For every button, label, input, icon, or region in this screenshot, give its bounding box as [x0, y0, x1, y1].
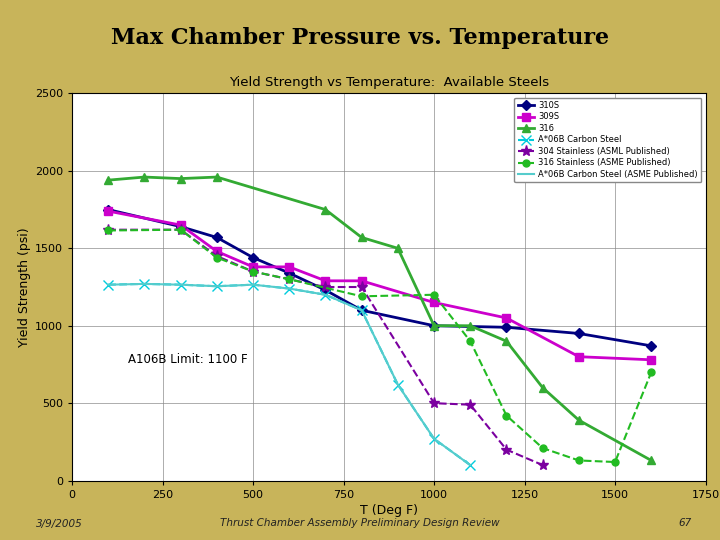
Y-axis label: Yield Strength (psi): Yield Strength (psi): [18, 227, 31, 347]
Legend: 310S, 309S, 316, A*06B Carbon Steel, 304 Stainless (ASML Published), 316 Stainle: 310S, 309S, 316, A*06B Carbon Steel, 304…: [514, 98, 701, 183]
Text: 67: 67: [678, 518, 691, 529]
Text: Thrust Chamber Assembly Preliminary Design Review: Thrust Chamber Assembly Preliminary Desi…: [220, 518, 500, 529]
Title: Yield Strength vs Temperature:  Available Steels: Yield Strength vs Temperature: Available…: [229, 77, 549, 90]
Text: A106B Limit: 1100 F: A106B Limit: 1100 F: [128, 353, 248, 366]
Text: Max Chamber Pressure vs. Temperature: Max Chamber Pressure vs. Temperature: [111, 26, 609, 49]
X-axis label: T (Deg F): T (Deg F): [360, 504, 418, 517]
Text: 3/9/2005: 3/9/2005: [36, 518, 83, 529]
